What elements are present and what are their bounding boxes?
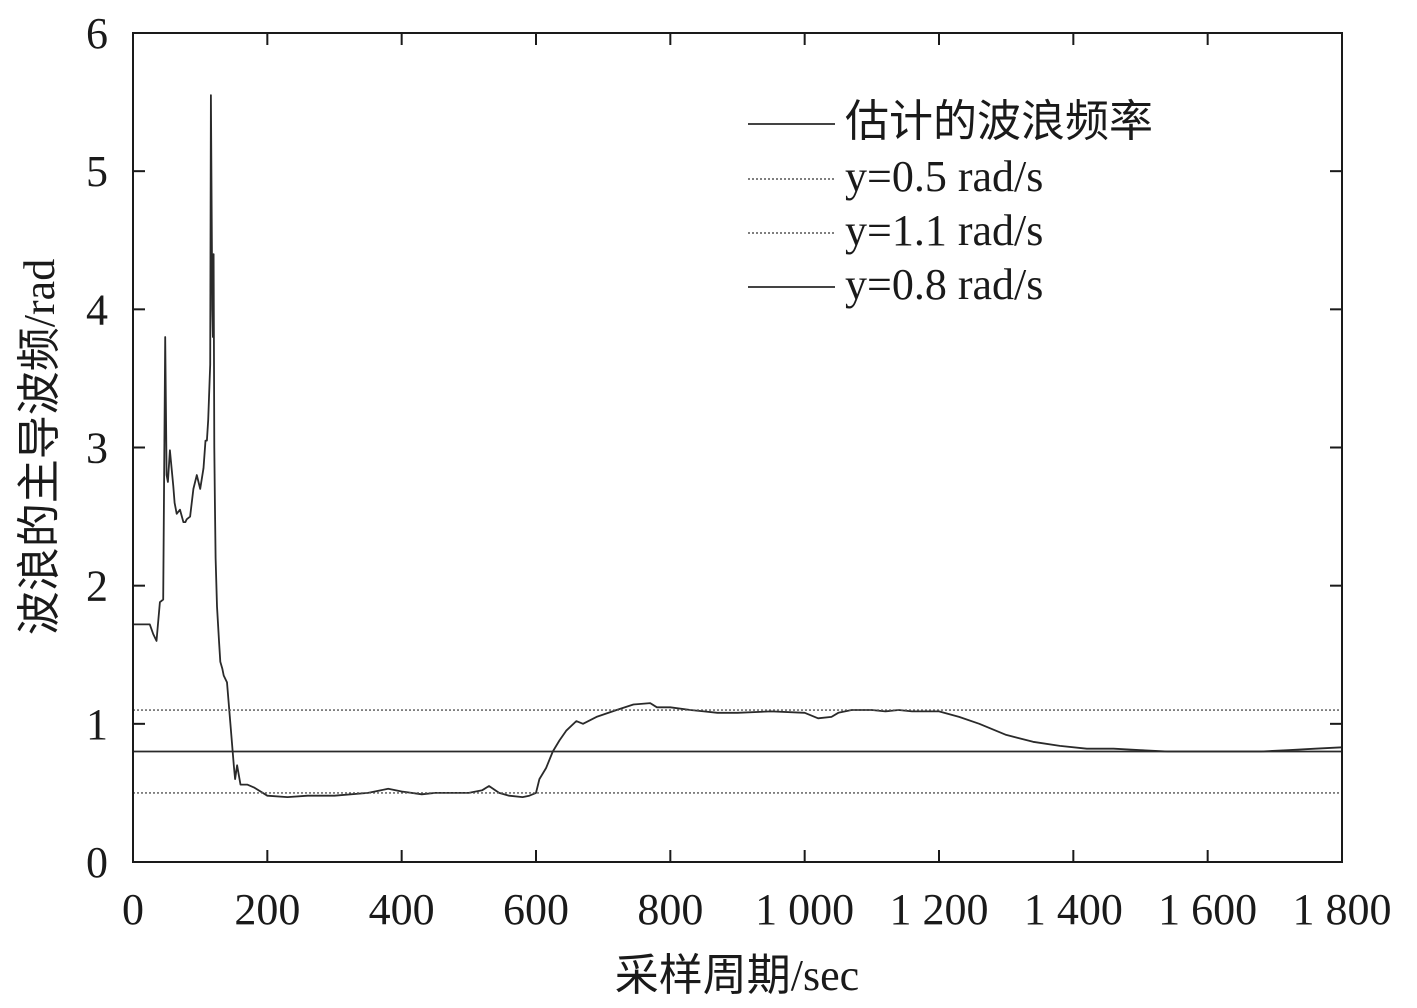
y-tick-label: 2 bbox=[86, 562, 108, 611]
legend: 估计的波浪频率 y=0.5 rad/s y=1.1 rad/s y=0.8 rad/s bbox=[748, 97, 1153, 309]
series-line-0 bbox=[133, 94, 1343, 798]
legend-label: y=1.1 rad/s bbox=[845, 206, 1043, 255]
tick-layer: 0 200 400 600 800 1 000 1 200 1 400 1 600 1 800 0 1… bbox=[86, 9, 1392, 934]
x-tick-label: 600 bbox=[503, 885, 569, 934]
x-tick-label: 800 bbox=[637, 885, 703, 934]
plot-frame bbox=[132, 32, 1343, 863]
y-tick-label: 1 bbox=[86, 700, 108, 749]
y-axis-title: 波浪的主导波频/rad bbox=[15, 259, 64, 635]
series-layer bbox=[133, 94, 1343, 798]
x-axis-title: 采样周期/sec bbox=[615, 951, 859, 1000]
y-tick-label: 4 bbox=[86, 285, 108, 334]
x-tick-label: 1 000 bbox=[755, 885, 854, 934]
x-tick-label: 400 bbox=[369, 885, 435, 934]
x-tick-label: 0 bbox=[122, 885, 144, 934]
y-tick-label: 6 bbox=[86, 9, 108, 58]
legend-label: 估计的波浪频率 bbox=[845, 97, 1153, 146]
x-tick-label: 1 600 bbox=[1158, 885, 1257, 934]
y-tick-label: 3 bbox=[86, 424, 108, 473]
x-tick-label: 1 800 bbox=[1293, 885, 1392, 934]
y-tick-label: 0 bbox=[86, 838, 108, 887]
y-tick-label: 5 bbox=[86, 147, 108, 196]
legend-label: y=0.5 rad/s bbox=[845, 152, 1043, 201]
x-tick-label: 1 400 bbox=[1024, 885, 1123, 934]
x-tick-label: 200 bbox=[234, 885, 300, 934]
x-tick-label: 1 200 bbox=[890, 885, 989, 934]
legend-label: y=0.8 rad/s bbox=[845, 260, 1043, 309]
